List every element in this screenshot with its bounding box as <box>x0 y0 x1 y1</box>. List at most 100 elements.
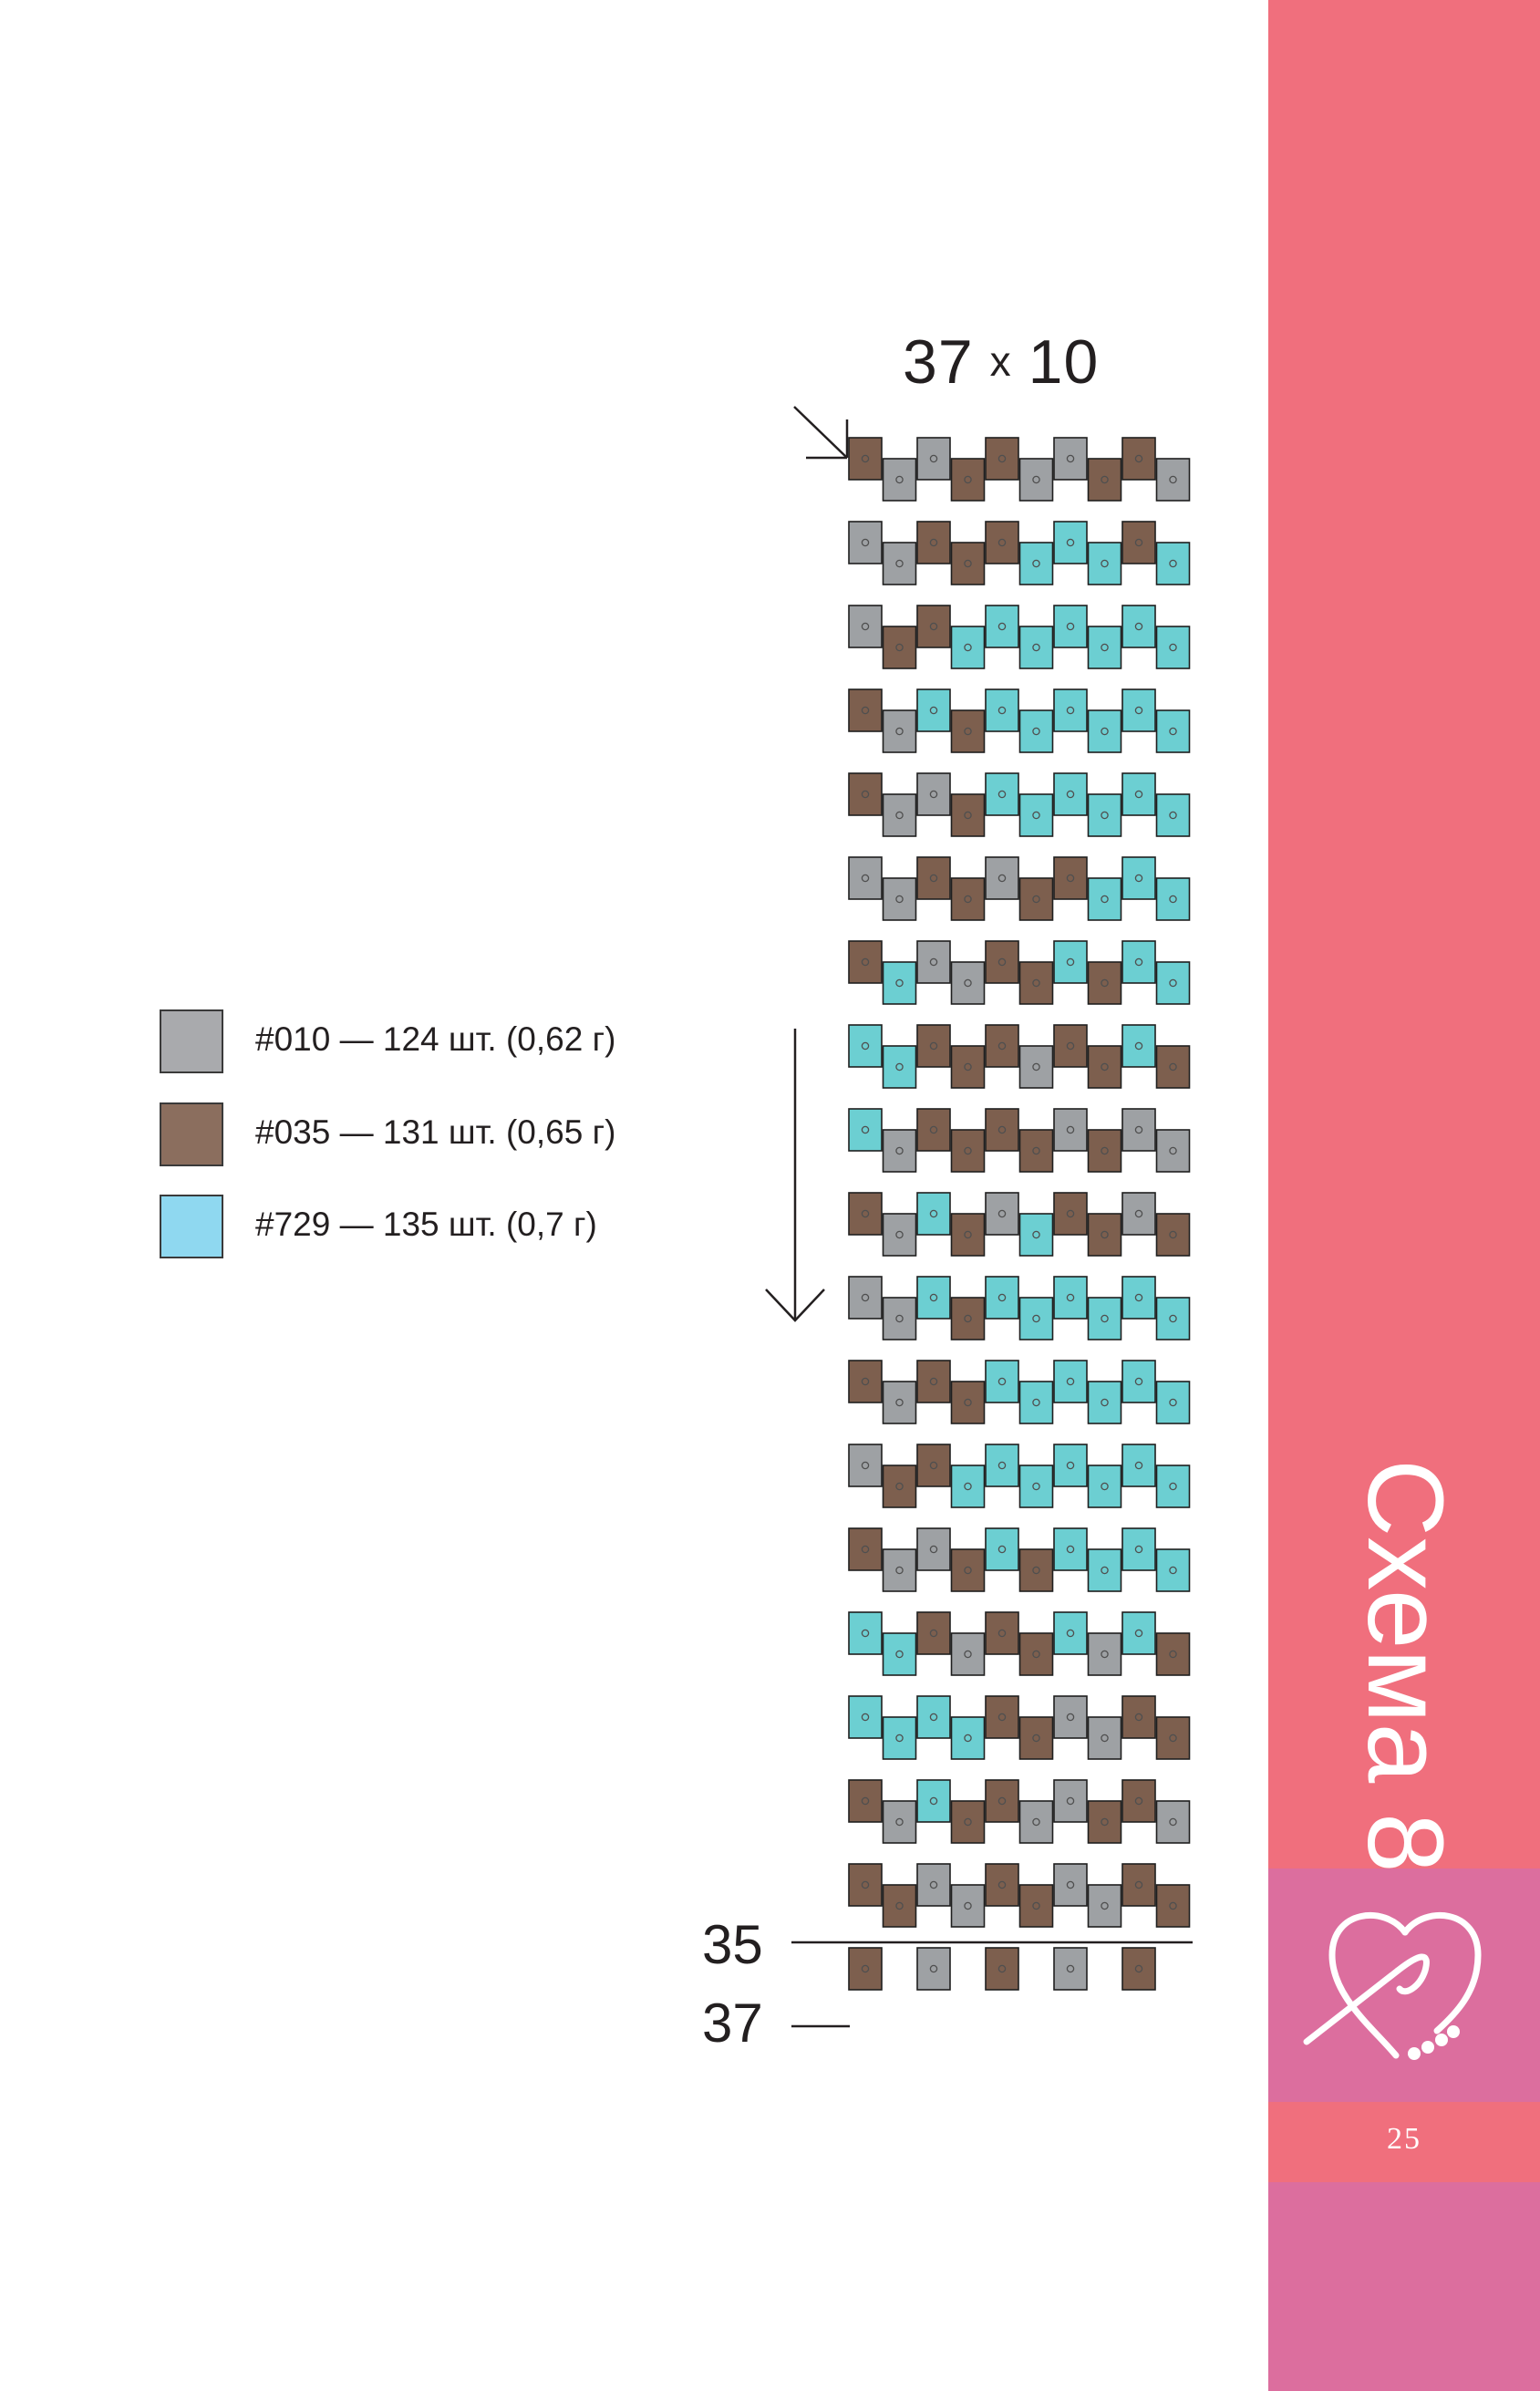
bead <box>848 1527 883 1571</box>
bead-hole <box>1066 1209 1075 1218</box>
bead-hole <box>964 1817 972 1827</box>
bead <box>1121 1947 1156 1991</box>
bead-hole <box>1101 1650 1109 1659</box>
bead-hole <box>997 454 1007 463</box>
bead-hole <box>1032 1230 1040 1239</box>
bead-hole <box>1032 811 1040 820</box>
corner-pointer-arrow <box>793 406 849 460</box>
bead-hole <box>1134 538 1143 547</box>
bead-hole <box>1066 1377 1075 1386</box>
bead-hole <box>964 978 972 988</box>
bead <box>985 1947 1019 1991</box>
bead-hole <box>1066 1125 1075 1134</box>
height-value: 10 <box>1028 327 1100 397</box>
bead <box>950 793 986 837</box>
bead-hole <box>929 874 938 883</box>
bead-hole <box>861 1545 870 1554</box>
bead <box>1053 521 1088 564</box>
bead <box>985 1360 1019 1403</box>
bead-hole <box>861 1629 870 1638</box>
bead-grid <box>848 437 1191 1991</box>
bead <box>882 1716 917 1760</box>
bead-hole <box>861 538 870 547</box>
bead-hole <box>1169 1901 1177 1910</box>
bead <box>882 1884 917 1928</box>
bead-hole <box>997 538 1007 547</box>
bead <box>1087 709 1122 753</box>
bead <box>1018 1129 1054 1173</box>
bead <box>1053 1779 1088 1823</box>
bead-hole <box>1169 727 1177 736</box>
bead-hole <box>997 1964 1007 1973</box>
bead-hole <box>929 1964 938 1973</box>
bead-hole <box>964 727 972 736</box>
bead <box>985 856 1019 900</box>
bead-hole <box>1066 1293 1075 1302</box>
bead <box>916 1611 951 1655</box>
bead-hole <box>1134 1964 1143 1973</box>
bead-hole <box>1134 1796 1143 1806</box>
bead-hole <box>997 706 1007 715</box>
bead-hole <box>997 1377 1007 1386</box>
bead <box>1087 961 1122 1005</box>
bead-hole <box>1169 475 1177 484</box>
bead <box>916 1527 951 1571</box>
bead <box>1053 1947 1088 1991</box>
bead <box>882 1800 917 1844</box>
bead <box>985 1276 1019 1320</box>
bead <box>1053 1444 1088 1487</box>
bead-hole <box>1066 1796 1075 1806</box>
bead-hole <box>1032 643 1040 652</box>
bead <box>985 521 1019 564</box>
bead <box>916 1360 951 1403</box>
bead-hole <box>1032 1482 1040 1491</box>
bead <box>1053 772 1088 816</box>
bead-hole <box>895 475 904 484</box>
bead <box>1087 877 1122 921</box>
bead-hole <box>1169 1566 1177 1575</box>
bead <box>1155 1548 1191 1592</box>
bead <box>950 1381 986 1424</box>
bead <box>1121 1527 1156 1571</box>
bead <box>985 605 1019 648</box>
bead <box>1053 1192 1088 1236</box>
bead-hole <box>1169 1817 1177 1827</box>
bead <box>1053 688 1088 732</box>
bead-hole <box>1169 1734 1177 1743</box>
bead <box>950 1213 986 1257</box>
bead <box>1155 542 1191 585</box>
bead-hole <box>997 1293 1007 1302</box>
bead <box>950 1632 986 1676</box>
bead <box>1155 1716 1191 1760</box>
bead <box>848 437 883 481</box>
legend-label-010: #010 — 124 шт. (0,62 г) <box>255 1020 616 1058</box>
bead-hole <box>929 790 938 799</box>
bead-hole <box>1169 1062 1177 1071</box>
bead <box>848 1611 883 1655</box>
bead <box>1087 1213 1122 1257</box>
bead <box>985 1695 1019 1739</box>
bead <box>985 437 1019 481</box>
bead <box>985 1863 1019 1907</box>
bead <box>1155 1129 1191 1173</box>
bead <box>950 1548 986 1592</box>
bead <box>1018 709 1054 753</box>
bead-hole <box>1101 1146 1109 1155</box>
bead <box>1121 1779 1156 1823</box>
bead-hole <box>895 1482 904 1491</box>
bead-hole <box>1134 454 1143 463</box>
bead <box>1018 961 1054 1005</box>
bead-hole <box>929 538 938 547</box>
bead-hole <box>1032 978 1040 988</box>
bead <box>882 458 917 502</box>
bead <box>950 1297 986 1340</box>
bead-hole <box>1169 1146 1177 1155</box>
row-label-35: 35 <box>702 1914 763 1975</box>
bead <box>1053 1024 1088 1068</box>
bead <box>1053 437 1088 481</box>
bead <box>1087 1465 1122 1508</box>
bead-hole <box>1101 475 1109 484</box>
bead-hole <box>861 1964 870 1973</box>
bead-hole <box>997 1209 1007 1218</box>
bead <box>1121 1192 1156 1236</box>
